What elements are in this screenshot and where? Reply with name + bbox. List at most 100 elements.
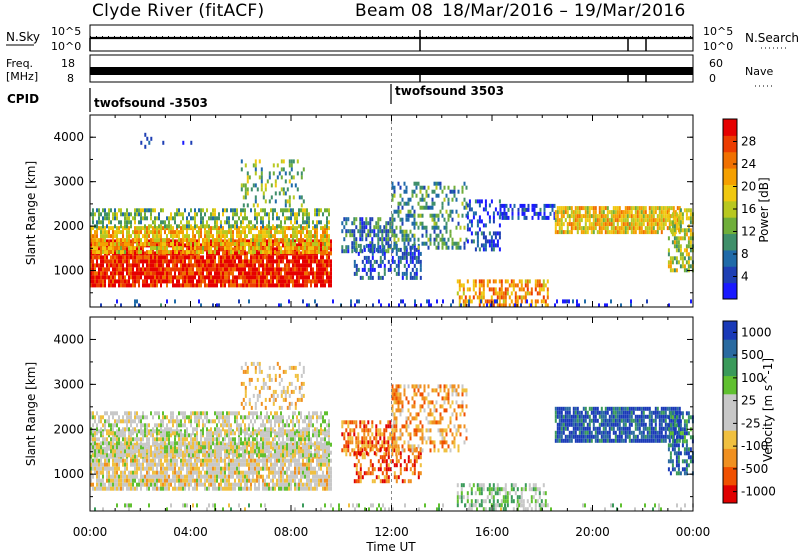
data-cell (341, 245, 344, 250)
data-cell (224, 255, 226, 260)
data-cell (118, 250, 120, 255)
data-cell (102, 446, 104, 451)
data-cell (280, 246, 282, 251)
data-cell (156, 446, 158, 451)
data-cell (482, 207, 485, 212)
data-cell (94, 242, 96, 247)
data-cell (484, 199, 487, 204)
data-cell (212, 275, 214, 280)
data-cell (226, 255, 228, 260)
data-cell (304, 255, 306, 260)
data-cell (100, 255, 102, 260)
data-cell (214, 238, 216, 243)
data-cell (92, 462, 94, 467)
data-cell (136, 462, 138, 467)
data-cell (196, 478, 198, 483)
data-cell (200, 220, 202, 225)
data-cell (96, 470, 98, 475)
data-cell (162, 226, 164, 231)
data-cell (455, 245, 458, 250)
data-cell (104, 234, 106, 239)
data-cell (154, 486, 156, 491)
data-cell (419, 221, 422, 226)
data-cell (576, 230, 579, 235)
data-cell (294, 226, 296, 231)
data-cell (166, 250, 168, 255)
data-cell (138, 275, 140, 280)
data-cell (180, 462, 182, 467)
data-cell (194, 482, 196, 487)
data-cell (114, 224, 116, 229)
data-cell (254, 458, 256, 463)
data-cell (142, 263, 144, 268)
data-cell (310, 283, 312, 288)
data-cell (182, 216, 184, 221)
data-cell (192, 255, 194, 260)
data-cell (136, 466, 138, 471)
data-cell (206, 208, 208, 213)
data-cell (172, 446, 174, 451)
data-cell (198, 482, 200, 487)
data-cell (98, 283, 100, 288)
data-cell (462, 291, 465, 296)
data-cell (90, 478, 92, 483)
data-cell (671, 224, 674, 229)
data-cell (112, 271, 114, 276)
cpid-mode-2: twofsound 3503 (395, 84, 504, 98)
data-cell (174, 454, 176, 459)
data-cell (435, 213, 438, 218)
data-cell (592, 210, 595, 215)
data-cell (542, 283, 545, 288)
data-cell (628, 206, 631, 211)
data-cell (480, 231, 483, 236)
data-cell (290, 216, 292, 221)
data-cell (132, 474, 134, 479)
data-cell (584, 299, 586, 304)
data-cell (136, 486, 138, 491)
y-tick-label: 3000 (53, 175, 84, 189)
data-cell (527, 203, 530, 208)
data-cell (156, 243, 158, 248)
data-cell (604, 226, 607, 231)
data-cell (264, 482, 266, 487)
data-cell (106, 466, 108, 471)
data-cell (486, 303, 488, 308)
data-cell (288, 171, 291, 176)
data-cell (310, 238, 312, 243)
data-cell (96, 275, 98, 280)
data-cell (220, 271, 222, 276)
data-cell (685, 212, 688, 217)
data-cell (244, 279, 246, 284)
y-tick-label: 4000 (53, 130, 84, 144)
data-cell (176, 259, 178, 264)
data-cell (648, 214, 651, 219)
data-cell (140, 470, 142, 475)
data-cell (320, 259, 322, 264)
data-cell (284, 279, 286, 284)
data-cell (172, 462, 174, 467)
data-cell (200, 216, 202, 221)
data-cell (214, 224, 216, 229)
data-cell (116, 482, 118, 487)
data-cell (415, 275, 418, 280)
data-cell (391, 233, 394, 238)
data-cell (393, 241, 396, 246)
data-cell (433, 213, 436, 218)
data-cell (482, 223, 485, 228)
data-cell (216, 234, 218, 239)
data-cell (284, 230, 286, 235)
data-cell (176, 230, 178, 235)
data-cell (351, 245, 354, 250)
data-cell (172, 279, 174, 284)
data-cell (192, 474, 194, 479)
data-cell (100, 478, 102, 483)
data-cell (124, 279, 126, 284)
data-cell (568, 214, 571, 219)
data-cell (192, 216, 194, 221)
data-cell (288, 482, 290, 487)
data-cell (240, 238, 242, 243)
data-cell (656, 226, 659, 231)
data-cell (174, 234, 176, 239)
data-cell (286, 242, 288, 247)
data-cell (188, 478, 190, 483)
